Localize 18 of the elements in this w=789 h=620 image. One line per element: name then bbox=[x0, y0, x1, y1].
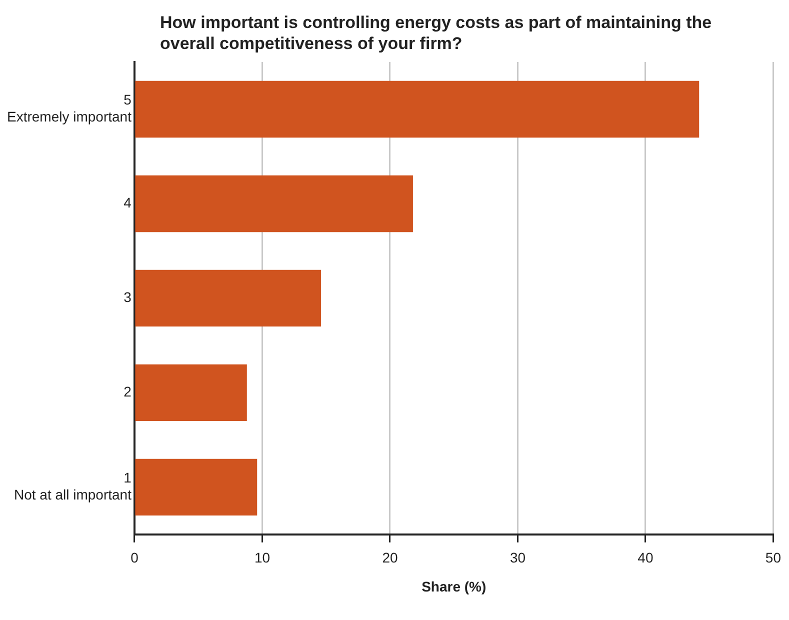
x-tick-label: 30 bbox=[510, 550, 526, 566]
bar bbox=[135, 364, 247, 422]
bar bbox=[135, 270, 321, 327]
y-tick-label: 5 Extremely important bbox=[7, 92, 132, 124]
bar bbox=[135, 175, 413, 232]
x-axis-title: Share (%) bbox=[422, 578, 486, 594]
y-tick-label: 1 Not at all important bbox=[14, 470, 132, 502]
x-tick-label: 10 bbox=[254, 550, 270, 566]
x-tick-label: 50 bbox=[765, 550, 782, 566]
y-tick-label: 3 bbox=[124, 289, 132, 306]
x-tick-label: 40 bbox=[638, 550, 654, 566]
y-tick-label: 4 bbox=[124, 194, 132, 211]
chart-title: How important is controlling energy costs as part of maintaining the overall competitiveness of your firm? bbox=[160, 12, 713, 54]
x-tick-label: 20 bbox=[382, 550, 398, 566]
x-tick-label: 0 bbox=[130, 550, 139, 566]
bar bbox=[135, 80, 700, 138]
y-tick-label: 2 bbox=[124, 384, 132, 400]
bar bbox=[135, 458, 258, 516]
